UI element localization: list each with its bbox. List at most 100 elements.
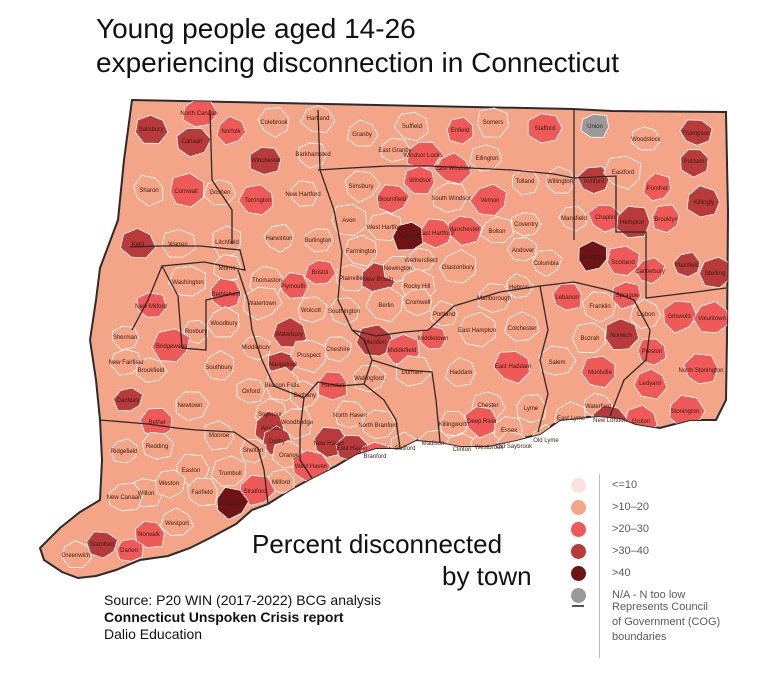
town-label-wilton: Wilton	[138, 491, 155, 497]
town-waterbury	[272, 317, 307, 348]
town-label-east-granby: East Granby	[378, 148, 411, 154]
map-title-line-2: experiencing disconnection in Connecticu…	[96, 47, 619, 78]
town-cromwell	[401, 288, 433, 317]
town-label-franklin: Franklin	[589, 304, 610, 310]
town-canaan	[176, 127, 212, 158]
town-label-east-haddam: East Haddam	[495, 364, 531, 370]
town-label-union: Union	[587, 124, 603, 130]
town-label-cromwell: Cromwell	[405, 300, 430, 306]
town-label-brooklyn: Brooklyn	[654, 217, 677, 223]
town-label-fairfield: Fairfield	[191, 490, 212, 496]
town-griswold	[663, 300, 698, 334]
town-label-milford: Milford	[272, 480, 290, 486]
town-label-putnam: Putnam	[684, 159, 705, 165]
town-cheshire	[322, 336, 353, 362]
town-label-litchfield: Litchfield	[215, 240, 239, 246]
town-label-south-windsor: South Windsor	[431, 196, 470, 202]
town-label-montville: Montville	[588, 370, 612, 376]
source-note: Source: P20 WIN (2017-2022) BCG analysis…	[104, 592, 381, 643]
town-windsor	[403, 165, 435, 195]
town-union	[580, 113, 610, 138]
town-hartford	[392, 221, 426, 251]
town-label-hebron: Hebron	[509, 285, 529, 291]
town-label-cheshire: Cheshire	[326, 347, 351, 353]
town-label-scotland: Scotland	[611, 260, 634, 266]
legend-label-cog-line-2: of Government (COG)	[612, 616, 721, 628]
town-label-goshen: Goshen	[209, 190, 230, 196]
town-torrington	[238, 184, 274, 216]
town-label-portland: Portland	[433, 312, 455, 318]
town-label-torrington: Torrington	[245, 198, 272, 204]
town-label-westport: Westport	[165, 521, 189, 527]
town-monroe	[204, 420, 235, 451]
town-label-new-hartford: New Hartford	[285, 192, 320, 198]
town-label-glastonbury: Glastonbury	[442, 265, 474, 271]
town-greenwich	[62, 540, 93, 568]
town-label-colebrook: Colebrook	[260, 120, 288, 126]
legend-swatch-30-40	[571, 544, 586, 559]
town-label-cornwall: Cornwall	[174, 189, 197, 195]
legend-label-10-20: >10–20	[612, 501, 650, 513]
town-label-coventry: Coventry	[514, 222, 538, 228]
town-morris	[213, 254, 242, 281]
town-label-new-milford: New Milford	[135, 304, 167, 310]
town-label-trumbull: Trumbull	[218, 471, 241, 477]
town-label-plainville: Plainville	[339, 276, 363, 282]
town-glastonbury	[438, 249, 477, 284]
town-avon	[331, 203, 368, 236]
town-label-shelton: Shelton	[243, 448, 263, 454]
town-kent	[120, 227, 157, 259]
town-label-warren: Warren	[168, 242, 187, 248]
town-label-salem: Salem	[548, 360, 565, 366]
cog-boundary	[371, 359, 441, 443]
town-woodbridge	[279, 408, 313, 440]
town-farmington	[344, 234, 377, 267]
town-southbury	[203, 350, 235, 381]
town-label-norwich: Norwich	[610, 333, 632, 339]
town-label-east-hampton: East Hampton	[458, 328, 496, 334]
town-voluntown	[692, 301, 728, 334]
town-label-orange: Orange	[279, 453, 300, 459]
town-label-lyme: Lyme	[524, 406, 539, 412]
town-south-windsor	[433, 182, 468, 213]
town-label-prospect: Prospect	[297, 353, 321, 359]
town-label-new-london: New London	[593, 418, 627, 424]
town-label-derby: Derby	[269, 439, 285, 445]
town-granby	[346, 119, 379, 147]
town-andover	[506, 236, 538, 262]
town-bethany	[289, 379, 320, 410]
town-label-salisbury: Salisbury	[139, 127, 164, 133]
town-fairfield	[187, 477, 218, 507]
town-killingly	[686, 185, 721, 218]
legend-swatch-20-30	[571, 522, 586, 537]
town-norwich	[605, 318, 640, 351]
town-sherman	[111, 325, 139, 351]
town-label-new-haven: New Haven	[313, 441, 344, 447]
town-redding	[141, 431, 174, 460]
town-label-east-haven: East Haven	[336, 446, 367, 452]
town-label-woodstock: Woodstock	[631, 137, 662, 143]
town-label-columbia: Columbia	[533, 261, 559, 267]
town-label-farmington: Farmington	[346, 249, 376, 255]
town-vernon	[469, 183, 507, 216]
legend-label-cog-line-3: boundaries	[612, 631, 667, 643]
town-tolland	[511, 169, 540, 196]
town-label-griswold: Griswold	[667, 314, 690, 320]
town-label-oxford: Oxford	[242, 389, 260, 395]
town-label-middletown: Middletown	[418, 336, 448, 342]
town-label-somers: Somers	[483, 120, 504, 126]
town-berlin	[365, 286, 404, 323]
town-label-thomaston: Thomaston	[252, 278, 282, 284]
town-label-eastford: Eastford	[612, 170, 634, 176]
town-bozrah	[571, 322, 606, 354]
town-east-hampton	[457, 311, 497, 348]
cog-boundary	[539, 281, 651, 417]
legend-swatch-le10	[571, 478, 586, 493]
town-label-hartford: Hartford	[398, 234, 420, 240]
town-label-woodbridge: Woodbridge	[281, 420, 314, 426]
town-portland	[430, 300, 458, 327]
town-plainville	[335, 264, 369, 292]
town-label-stonington: Stonington	[671, 409, 700, 415]
town-label-stamford: Stamford	[90, 542, 114, 548]
town-hampton	[616, 205, 651, 239]
